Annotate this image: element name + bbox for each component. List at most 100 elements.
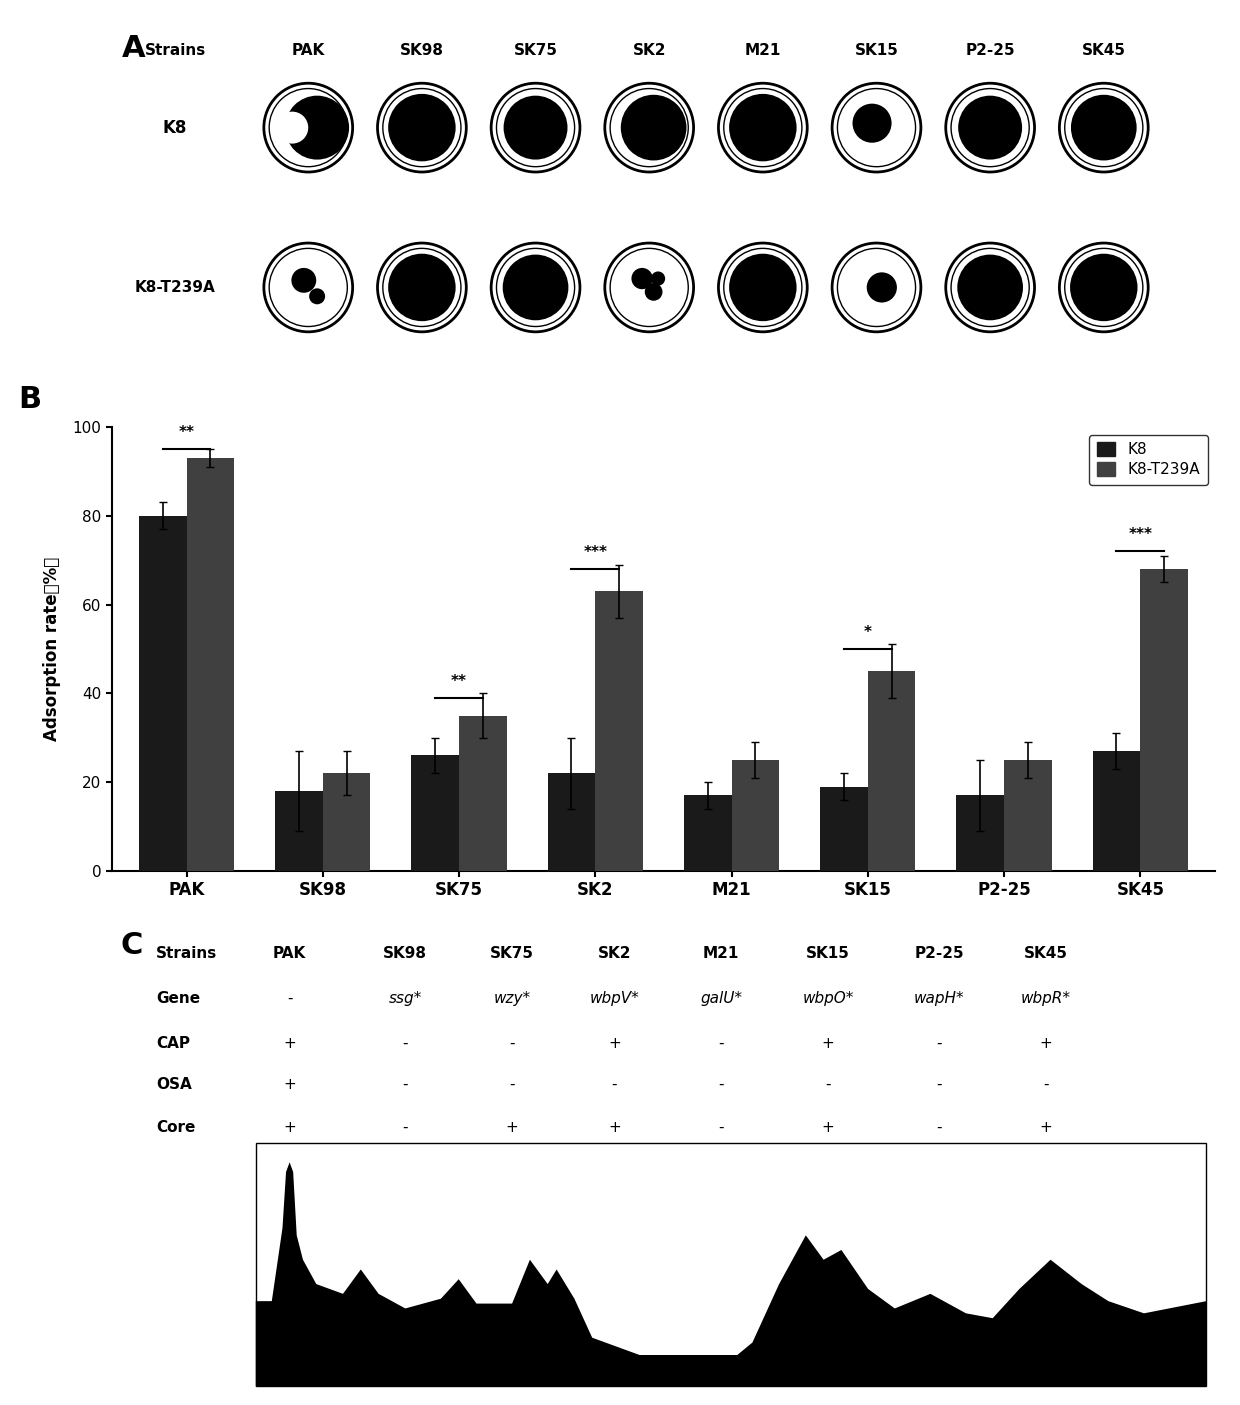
- Text: -: -: [403, 1120, 408, 1135]
- Text: ssg*: ssg*: [388, 991, 422, 1006]
- Text: M21: M21: [745, 44, 781, 58]
- Circle shape: [377, 83, 466, 171]
- Text: -: -: [936, 1076, 942, 1092]
- Bar: [1004, 760, 1052, 871]
- Text: galU*: galU*: [701, 991, 743, 1006]
- Circle shape: [491, 243, 580, 332]
- Text: wbpV*: wbpV*: [589, 991, 640, 1006]
- Text: SK98: SK98: [399, 44, 444, 58]
- Circle shape: [383, 249, 461, 326]
- Text: wbpO*: wbpO*: [802, 991, 853, 1006]
- Text: SK75: SK75: [513, 44, 558, 58]
- Bar: [548, 773, 595, 871]
- Circle shape: [837, 89, 915, 167]
- Circle shape: [269, 249, 347, 326]
- Bar: [956, 795, 1004, 871]
- Text: K8: K8: [162, 118, 187, 136]
- Circle shape: [491, 83, 580, 171]
- Circle shape: [264, 243, 352, 332]
- Text: +: +: [283, 1120, 296, 1135]
- Bar: [595, 592, 644, 871]
- Circle shape: [277, 111, 309, 143]
- Text: Gene: Gene: [156, 991, 200, 1006]
- Text: SK15: SK15: [806, 946, 849, 961]
- Circle shape: [853, 104, 892, 143]
- Bar: [683, 795, 732, 871]
- Text: +: +: [283, 1035, 296, 1051]
- Text: M21: M21: [703, 946, 739, 961]
- Circle shape: [1065, 249, 1143, 326]
- Circle shape: [651, 271, 665, 285]
- Text: wbpR*: wbpR*: [1021, 991, 1071, 1006]
- Text: SK98: SK98: [383, 946, 428, 961]
- Text: +: +: [822, 1035, 835, 1051]
- Circle shape: [605, 243, 693, 332]
- Text: +: +: [822, 1120, 835, 1135]
- Circle shape: [946, 83, 1034, 171]
- Bar: [186, 458, 234, 871]
- Text: SK2: SK2: [598, 946, 631, 961]
- Circle shape: [718, 243, 807, 332]
- Bar: [255, 1142, 1207, 1387]
- Legend: K8, K8-T239A: K8, K8-T239A: [1089, 434, 1208, 485]
- Circle shape: [631, 268, 652, 289]
- Circle shape: [377, 243, 466, 332]
- Bar: [139, 516, 186, 871]
- Text: ***: ***: [1128, 527, 1152, 542]
- Circle shape: [832, 83, 921, 171]
- Circle shape: [610, 89, 688, 167]
- Circle shape: [867, 273, 897, 302]
- Circle shape: [388, 254, 455, 322]
- Circle shape: [264, 83, 352, 171]
- Text: -: -: [611, 1076, 618, 1092]
- Text: -: -: [718, 1035, 724, 1051]
- Circle shape: [610, 249, 688, 326]
- Bar: [732, 760, 779, 871]
- Text: Strains: Strains: [144, 44, 206, 58]
- Text: SK45: SK45: [1081, 44, 1126, 58]
- Circle shape: [724, 89, 802, 167]
- Text: -: -: [403, 1035, 408, 1051]
- Text: +: +: [608, 1035, 621, 1051]
- Circle shape: [496, 249, 574, 326]
- Circle shape: [1059, 83, 1148, 171]
- Text: P2-25: P2-25: [965, 44, 1016, 58]
- Text: +: +: [283, 1076, 296, 1092]
- Text: Core: Core: [156, 1120, 196, 1135]
- Bar: [275, 791, 322, 871]
- Text: -: -: [718, 1076, 724, 1092]
- Circle shape: [957, 254, 1023, 320]
- Text: SK15: SK15: [854, 44, 899, 58]
- Bar: [868, 672, 915, 871]
- Bar: [322, 773, 371, 871]
- Text: **: **: [179, 426, 195, 440]
- Circle shape: [503, 96, 568, 160]
- Text: OSA: OSA: [156, 1076, 192, 1092]
- Bar: [412, 756, 459, 871]
- Text: -: -: [826, 1076, 831, 1092]
- Circle shape: [388, 94, 455, 162]
- Text: -: -: [403, 1076, 408, 1092]
- Bar: [1092, 752, 1141, 871]
- Circle shape: [269, 89, 347, 167]
- Circle shape: [291, 268, 316, 292]
- Text: C: C: [120, 930, 143, 960]
- Circle shape: [724, 249, 802, 326]
- Circle shape: [959, 96, 1022, 160]
- Text: +: +: [1039, 1035, 1053, 1051]
- Text: SK75: SK75: [490, 946, 534, 961]
- Circle shape: [951, 249, 1029, 326]
- Text: **: **: [451, 674, 467, 688]
- Circle shape: [718, 83, 807, 171]
- Text: SK45: SK45: [1024, 946, 1068, 961]
- Circle shape: [837, 249, 915, 326]
- Text: wapH*: wapH*: [914, 991, 965, 1006]
- Text: -: -: [936, 1035, 942, 1051]
- Bar: [255, 1354, 1207, 1387]
- Text: -: -: [510, 1035, 515, 1051]
- Text: Strains: Strains: [156, 946, 217, 961]
- Circle shape: [605, 83, 693, 171]
- Bar: [459, 715, 507, 871]
- Circle shape: [502, 254, 568, 320]
- Text: PAK: PAK: [291, 44, 325, 58]
